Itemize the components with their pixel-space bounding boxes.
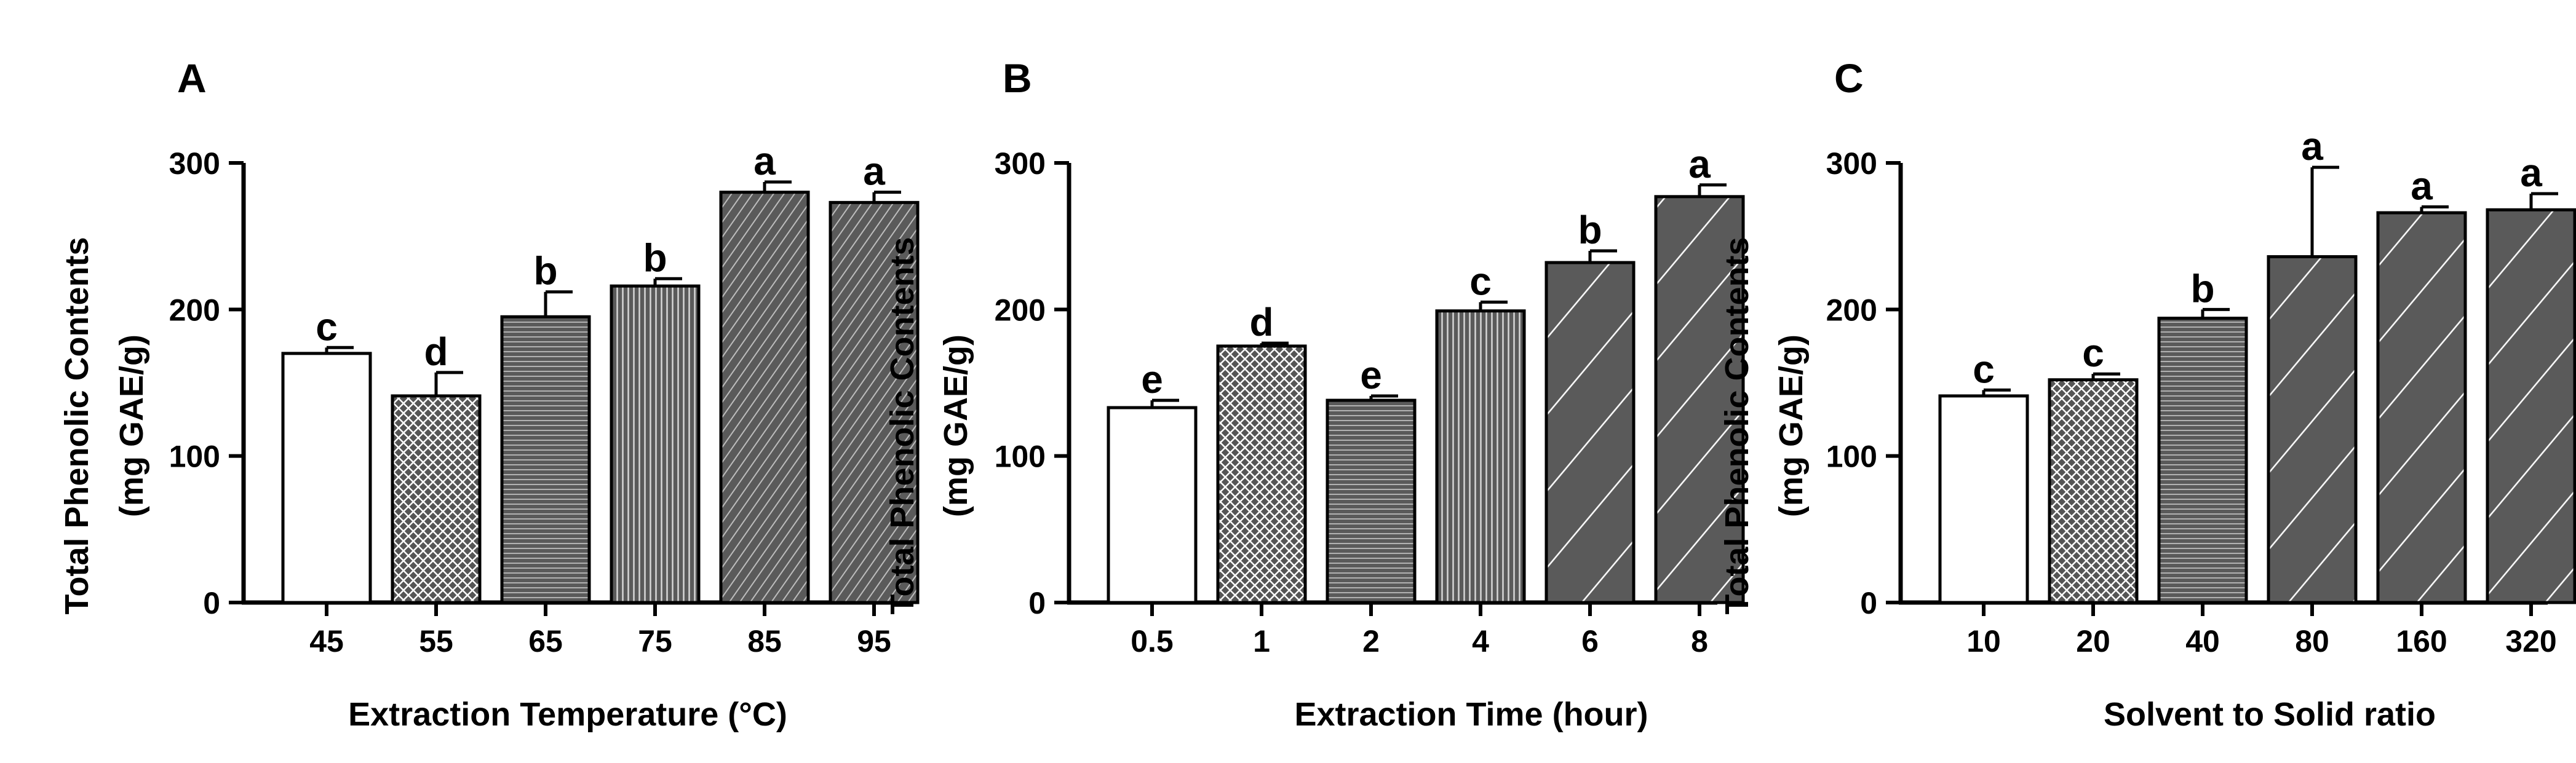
significance-letter: a [1688,142,1711,186]
panel-letter: A [177,55,207,101]
bar-95 [829,200,920,604]
bar-55 [391,394,482,604]
bar-45 [281,352,372,604]
significance-letter: b [2190,266,2214,310]
significance-letter: c [2082,331,2104,375]
y-tick-label: 0 [1860,586,1877,620]
bar-8 [1654,195,1745,604]
x-tick-label: 8 [1691,624,1708,658]
x-axis-title: Extraction Time (hour) [1294,696,1648,733]
significance-letter: a [2301,124,2323,168]
x-tick-label: 55 [419,624,453,658]
significance-letter: a [753,139,776,183]
y-tick-label: 300 [1826,146,1877,181]
significance-letter: b [533,249,557,293]
x-axis-title: Extraction Temperature (°C) [348,696,787,733]
significance-letter: b [1578,208,1602,252]
y-tick-label: 0 [1028,586,1046,620]
x-tick-label: 0.5 [1131,624,1174,658]
bar-4 [1435,309,1526,604]
x-tick-label: 65 [528,624,563,658]
panel-c: C 0 100 200 300 10 c 20 c 40 b 80 a 160 a 320 a Solvent t… [1719,55,2576,733]
chart-panels: A010020030045c55d65b75b85a95aExtraction … [58,55,2576,733]
y-tick-label: 100 [169,440,220,474]
bar-2 [1326,398,1417,604]
y-axis-unit: (mg GAE/g) [1773,334,1810,517]
y-tick-label: 300 [169,146,220,181]
y-tick-label: 0 [203,586,220,620]
x-tick-label: 320 [2505,624,2556,658]
y-tick-label: 100 [995,440,1046,474]
x-tick-label: 1 [1253,624,1270,658]
bar-0.5 [1107,406,1198,604]
x-tick-label: 2 [1362,624,1380,658]
y-axis-unit: (mg GAE/g) [937,334,974,517]
x-tick-label: 95 [857,624,891,658]
x-tick-label: 4 [1472,624,1489,658]
y-tick-label: 100 [1826,440,1877,474]
bar-320 [2486,208,2576,604]
bar-80 [2267,255,2358,604]
significance-letter: c [1469,259,1492,303]
bar-10 [1938,394,2029,604]
x-tick-label: 6 [1581,624,1599,658]
x-tick-label: 80 [2295,624,2329,658]
significance-letter: a [863,149,885,194]
bar-85 [719,191,810,604]
bar-75 [610,284,701,604]
y-axis-title: Total Phenolic Contents [58,237,95,614]
panel-b: B 0 100 200 300 0.5 e 1 d 2 e 4 c 6 b 8 a Extraction Time… [884,55,1745,733]
y-tick-label: 300 [995,146,1046,181]
y-axis-title: Total Phenolic Contents [1719,237,1755,614]
y-axis-title: Total Phenolic Contents [884,237,921,614]
panel-letter: B [1003,55,1032,101]
bar-6 [1544,261,1636,604]
y-tick-label: 200 [1826,293,1877,327]
x-tick-label: 45 [309,624,344,658]
x-axis-title: Solvent to Solid ratio [2104,696,2436,733]
significance-letter: d [1249,300,1273,344]
significance-letter: a [2520,151,2542,195]
x-tick-label: 85 [747,624,782,658]
y-tick-label: 200 [169,293,220,327]
significance-letter: c [316,304,338,349]
significance-letter: a [2411,164,2433,208]
x-tick-label: 75 [638,624,672,658]
significance-letter: b [643,235,667,280]
x-tick-label: 20 [2076,624,2110,658]
significance-letter: e [1141,357,1163,401]
x-tick-label: 160 [2396,624,2447,658]
bar-65 [500,315,591,604]
x-tick-label: 10 [1966,624,2001,658]
y-axis-unit: (mg GAE/g) [113,334,150,517]
panel-a: A 0 100 200 300 45 c 55 d 65 b 75 b 85 a 95 a Extraction … [58,55,920,733]
bar-160 [2376,211,2467,604]
significance-letter: d [424,330,448,374]
x-tick-label: 40 [2185,624,2220,658]
bar-40 [2157,317,2248,604]
significance-letter: c [1973,347,1995,391]
bar-20 [2048,378,2139,604]
bar-1 [1216,344,1307,604]
y-tick-label: 200 [995,293,1046,327]
panel-letter: C [1834,55,1864,101]
significance-letter: e [1360,353,1382,397]
